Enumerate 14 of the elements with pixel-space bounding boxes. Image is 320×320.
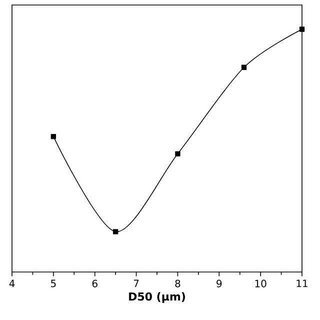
- x-tick-label: 11: [296, 280, 308, 288]
- x-tick-label: 5: [51, 280, 56, 288]
- point: [50, 134, 56, 140]
- x-tick-label: 8: [175, 280, 180, 288]
- x-tick-label: 10: [255, 280, 266, 288]
- x-tick-label: 4: [9, 280, 15, 288]
- x-tick-label: 7: [134, 280, 139, 288]
- point: [112, 229, 118, 234]
- point: [299, 26, 305, 32]
- point: [175, 151, 180, 156]
- x-tick-label: 9: [216, 280, 222, 288]
- x-axis-title: D50 (μm): [129, 292, 185, 303]
- point: [241, 64, 247, 70]
- x-tick-label: 6: [92, 280, 98, 288]
